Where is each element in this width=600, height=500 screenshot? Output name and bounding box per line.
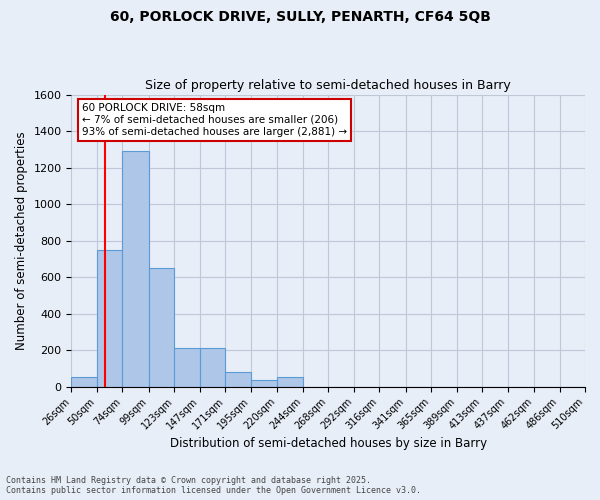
X-axis label: Distribution of semi-detached houses by size in Barry: Distribution of semi-detached houses by … xyxy=(170,437,487,450)
Y-axis label: Number of semi-detached properties: Number of semi-detached properties xyxy=(15,132,28,350)
Bar xyxy=(251,380,277,387)
Bar xyxy=(175,348,200,387)
Bar xyxy=(97,250,122,387)
Text: Contains HM Land Registry data © Crown copyright and database right 2025.
Contai: Contains HM Land Registry data © Crown c… xyxy=(6,476,421,495)
Text: 60 PORLOCK DRIVE: 58sqm
← 7% of semi-detached houses are smaller (206)
93% of se: 60 PORLOCK DRIVE: 58sqm ← 7% of semi-det… xyxy=(82,104,347,136)
Title: Size of property relative to semi-detached houses in Barry: Size of property relative to semi-detach… xyxy=(145,79,511,92)
Bar xyxy=(225,372,251,387)
Bar xyxy=(71,377,97,387)
Bar xyxy=(122,151,149,387)
Bar xyxy=(277,377,303,387)
Bar xyxy=(200,348,225,387)
Bar xyxy=(149,268,175,387)
Text: 60, PORLOCK DRIVE, SULLY, PENARTH, CF64 5QB: 60, PORLOCK DRIVE, SULLY, PENARTH, CF64 … xyxy=(110,10,490,24)
